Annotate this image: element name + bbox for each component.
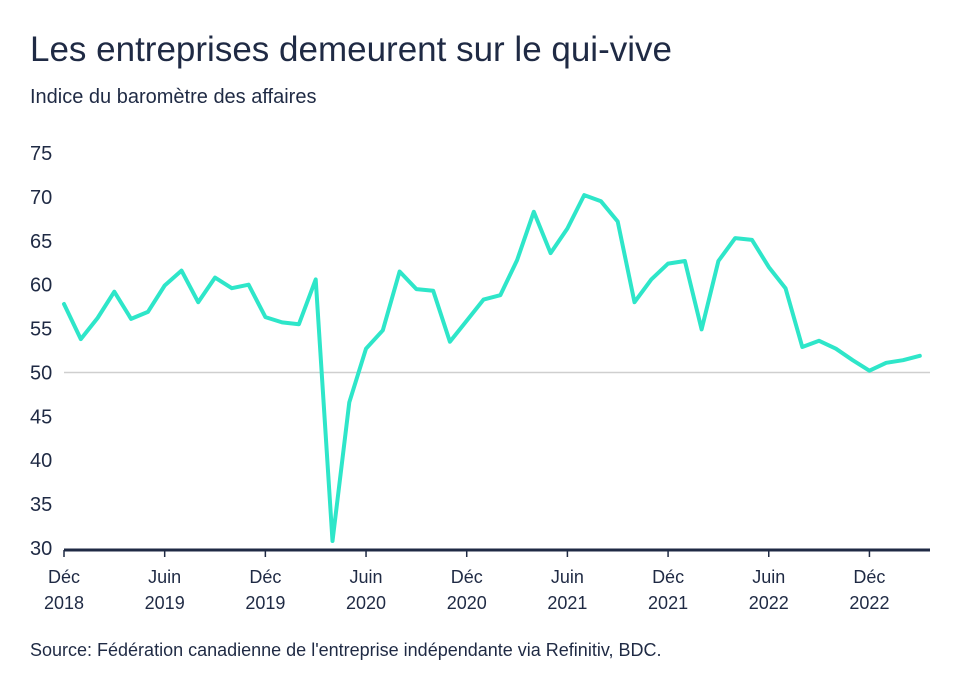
x-tick-month: Juin xyxy=(350,567,383,587)
y-tick-label: 30 xyxy=(30,538,52,560)
x-tick-year: 2020 xyxy=(346,593,386,613)
y-tick-label: 35 xyxy=(30,494,52,516)
y-tick-label: 50 xyxy=(30,362,52,384)
y-tick-label: 65 xyxy=(30,231,52,253)
x-tick-year: 2021 xyxy=(547,593,587,613)
series-line xyxy=(62,193,922,543)
x-tick-year: 2022 xyxy=(849,593,889,613)
x-tick-month: Déc xyxy=(48,567,80,587)
x-tick-month: Déc xyxy=(652,567,684,587)
source-note: Source: Fédération canadienne de l'entre… xyxy=(30,640,662,660)
x-tick-year: 2019 xyxy=(145,593,185,613)
chart-title: Les entreprises demeurent sur le qui-viv… xyxy=(30,30,672,69)
y-tick-label: 55 xyxy=(30,319,52,341)
x-tick-year: 2020 xyxy=(447,593,487,613)
y-tick-label: 75 xyxy=(30,143,52,165)
x-tick-month: Juin xyxy=(752,567,785,587)
y-tick-label: 70 xyxy=(30,187,52,209)
x-tick-month: Déc xyxy=(853,567,885,587)
x-tick-month: Déc xyxy=(451,567,483,587)
x-tick-year: 2022 xyxy=(749,593,789,613)
y-axis-ticks: 30 35 40 45 50 55 60 65 70 75 xyxy=(30,143,52,560)
data-points xyxy=(62,193,922,543)
x-tick-year: 2018 xyxy=(44,593,84,613)
x-tick-month: Déc xyxy=(249,567,281,587)
x-tick-year: 2021 xyxy=(648,593,688,613)
x-tick-month: Juin xyxy=(148,567,181,587)
x-tick-year: 2019 xyxy=(245,593,285,613)
y-tick-label: 45 xyxy=(30,406,52,428)
x-tick-month: Juin xyxy=(551,567,584,587)
y-tick-label: 40 xyxy=(30,450,52,472)
x-axis-ticks: Déc 2018 Juin 2019 Déc 2019 Juin 2020 Déc 2020 Jui… xyxy=(44,550,889,613)
chart-subtitle: Indice du baromètre des affaires xyxy=(30,86,317,108)
y-tick-label: 60 xyxy=(30,275,52,297)
